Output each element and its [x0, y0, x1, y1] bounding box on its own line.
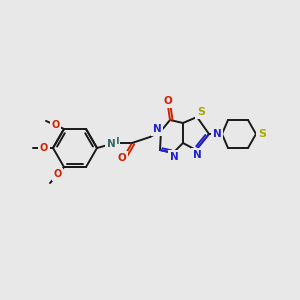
Text: S: S	[258, 129, 266, 139]
Text: N: N	[193, 150, 201, 160]
Text: O: O	[54, 169, 62, 179]
Text: O: O	[164, 96, 172, 106]
Text: H: H	[111, 136, 119, 146]
Text: S: S	[197, 107, 205, 117]
Text: N: N	[213, 129, 221, 139]
Text: O: O	[52, 120, 60, 130]
Text: N: N	[169, 152, 178, 162]
Text: N: N	[153, 124, 161, 134]
Text: O: O	[40, 143, 48, 153]
Text: O: O	[118, 153, 126, 163]
Text: N: N	[106, 139, 116, 149]
